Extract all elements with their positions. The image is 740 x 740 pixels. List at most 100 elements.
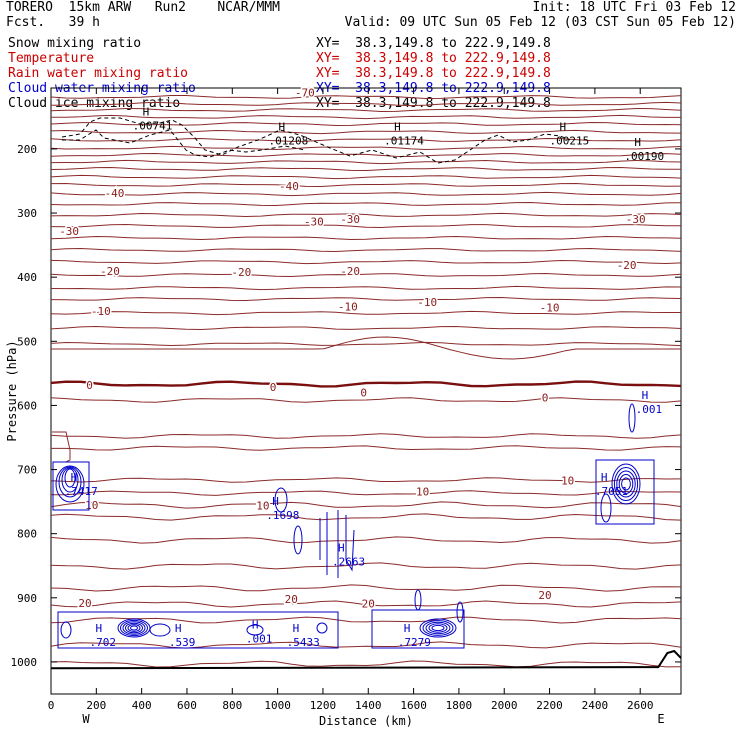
- isotherm-line: [50, 325, 682, 331]
- temperature-label: -20: [231, 266, 251, 279]
- temperature-label: -10: [540, 301, 560, 314]
- temperature-label: 20: [78, 597, 91, 610]
- cloud-contour: [125, 622, 143, 634]
- cloud-contour: [61, 467, 79, 493]
- temperature-label: -70: [295, 86, 315, 99]
- isotherm-line: [50, 101, 682, 107]
- cloud-contour: [122, 621, 146, 635]
- x-tick-label: 1800: [446, 699, 473, 712]
- temperature-label: 10: [256, 499, 269, 512]
- isotherm-line: [50, 159, 682, 165]
- isotherm-line: [50, 107, 682, 113]
- cloud-water-max-value: .7051: [595, 485, 628, 498]
- snow-max-marker: H: [143, 106, 150, 119]
- temperature-label: 20: [538, 589, 551, 602]
- cloud-contour: [57, 611, 339, 649]
- header-fcst: Fcst. 39 h: [6, 15, 100, 30]
- cloud-water-max-marker: H: [293, 622, 300, 635]
- snow-max-value: .01174: [384, 134, 424, 147]
- temperature-label: -20: [100, 265, 120, 278]
- y-tick-label: 1000: [11, 656, 38, 669]
- temperature-label: -20: [617, 259, 637, 272]
- west-end-label: W: [82, 712, 90, 726]
- temperature-label: -20: [340, 265, 360, 278]
- isotherm-line: [50, 641, 682, 649]
- cloud-contour: [419, 618, 457, 638]
- cloud-contour: [616, 470, 636, 498]
- isotherm-line: [50, 490, 682, 496]
- isotherm-line: [50, 212, 682, 218]
- y-axis-label: Pressure (hPa): [5, 340, 19, 441]
- snow-max-marker: H: [634, 136, 641, 149]
- x-tick-label: 2000: [491, 699, 518, 712]
- isotherm-line: [50, 272, 682, 278]
- cloud-water-max-marker: H: [96, 622, 103, 635]
- x-tick-label: 800: [222, 699, 242, 712]
- cloud-contour: [600, 493, 612, 523]
- snow-max-value: .00190: [624, 150, 664, 163]
- header-model: TORERO 15km ARW Run2 NCAR/MMM: [6, 0, 280, 15]
- isotherm-line: [50, 285, 682, 291]
- cloud-contour: [618, 474, 634, 494]
- temperature-label: -40: [105, 187, 125, 200]
- snow-max-value: .00741: [133, 120, 173, 133]
- snow-contour-line: [61, 117, 571, 164]
- isotherm-line: [50, 166, 682, 172]
- cloud-contour: [456, 601, 464, 623]
- snow-max-marker: H: [560, 120, 567, 133]
- east-end-label: E: [657, 712, 664, 726]
- isotherm-line: [50, 477, 682, 483]
- cloud-water-contours: H.001H.7417H.7051H.1698H.2663H.702H.539H…: [52, 389, 663, 649]
- x-tick-label: 1400: [355, 699, 382, 712]
- terrain: [50, 649, 682, 670]
- isotherm-line: [50, 145, 682, 151]
- cloud-contour: [55, 465, 85, 503]
- cloud-contour: [422, 620, 454, 636]
- plot-frame: [50, 87, 682, 695]
- isotherm-line: [50, 296, 682, 302]
- x-tick-label: 2400: [582, 699, 609, 712]
- temperature-label: 10: [85, 499, 98, 512]
- isotherm-line: [50, 137, 682, 142]
- snow-max-marker: H: [394, 120, 401, 133]
- isotherm-line: [50, 616, 682, 624]
- cloud-contour: [58, 466, 82, 498]
- axis-ticks: [50, 88, 681, 694]
- cloud-water-max-value: .539: [169, 636, 196, 649]
- cloud-contour: [621, 477, 631, 491]
- isotherm-line: [50, 562, 682, 570]
- legend-xy-cloud-ice: XY= 38.3,149.8 to 222.9,149.8: [316, 96, 551, 111]
- isotherm-line: [50, 201, 682, 207]
- cloud-contour: [60, 621, 72, 639]
- cloud-contour: [127, 624, 141, 632]
- temperature-label: -30: [626, 213, 646, 226]
- cloud-water-max-value: .1698: [266, 509, 299, 522]
- legend-xy-temperature: XY= 38.3,149.8 to 222.9,149.8: [316, 51, 551, 66]
- x-tick-label: 1000: [264, 699, 291, 712]
- isotherm-fragment: [52, 431, 71, 463]
- cloud-contour: [64, 468, 76, 488]
- cloud-contour: [52, 461, 90, 511]
- cloud-water-max-value: .001: [636, 403, 663, 416]
- cloud-contour: [613, 467, 639, 501]
- temperature-label: -10: [91, 305, 111, 318]
- x-tick-label: 1600: [400, 699, 427, 712]
- header-valid: Valid: 09 UTC Sun 05 Feb 12 (03 CST Sun …: [344, 15, 736, 30]
- isotherm-line: [50, 600, 682, 608]
- legend-label-temperature: Temperature: [8, 51, 95, 66]
- y-tick-label: 200: [17, 143, 37, 156]
- isotherm-line: [50, 121, 682, 127]
- legend-xy-snow: XY= 38.3,149.8 to 222.9,149.8: [316, 36, 551, 51]
- x-tick-label: 2600: [627, 699, 654, 712]
- temperature-label: 20: [362, 598, 375, 611]
- cloud-water-max-marker: H: [175, 622, 182, 635]
- cloud-water-max-value: .7417: [65, 485, 98, 498]
- isotherm-line: [50, 235, 682, 241]
- x-tick-label: 200: [86, 699, 106, 712]
- cloud-contour: [246, 624, 264, 636]
- cloud-contour: [611, 463, 641, 505]
- isotherm-line: [50, 152, 682, 158]
- cloud-water-max-marker: H: [642, 389, 649, 402]
- cloud-water-max-value: .7279: [398, 636, 431, 649]
